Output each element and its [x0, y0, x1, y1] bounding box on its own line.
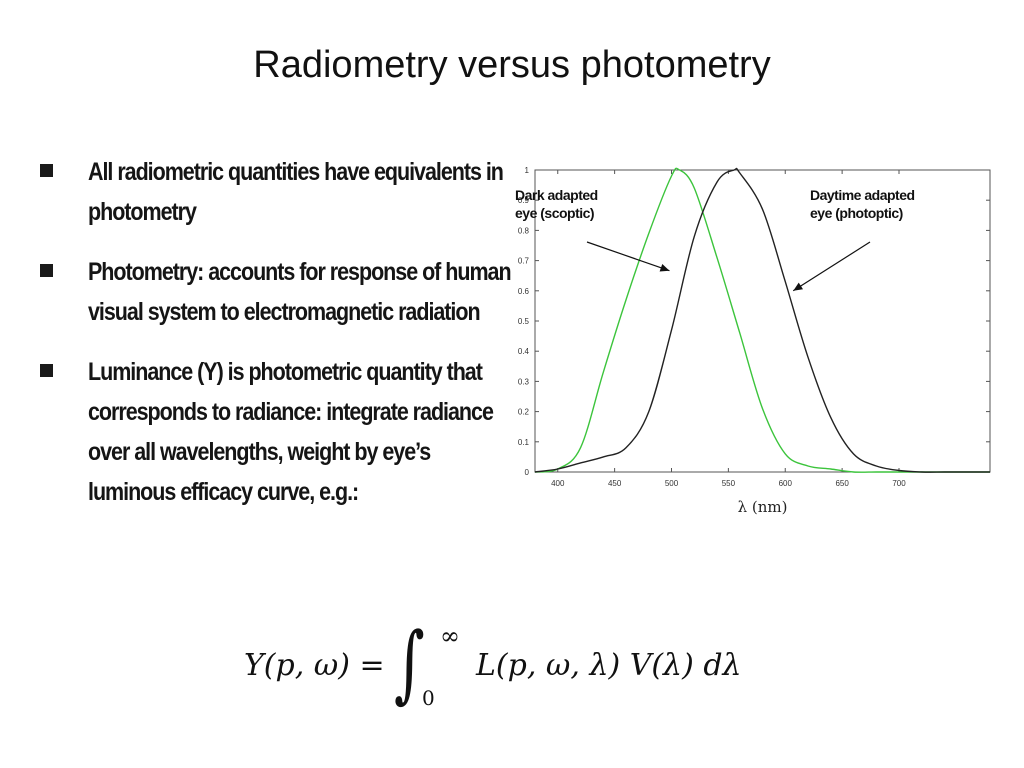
integral-lower-limit: 0	[422, 686, 435, 710]
x-tick-label: 500	[665, 479, 679, 488]
bullet-item: Luminance (Y) is photometric quantity th…	[40, 352, 494, 512]
chart-svg: 0 0.1 0.2 0.3 0.4 0.5 0.6 0.7 0.8 0.9 1 400 450 500 55…	[500, 166, 991, 516]
integral-upper-limit: ∞	[440, 622, 460, 650]
y-tick-label: 0	[525, 468, 530, 477]
x-tick-label: 400	[551, 479, 565, 488]
bullet-text: Luminance (Y) is photometric quantity th…	[88, 358, 494, 506]
y-tick-label: 0.2	[518, 408, 530, 417]
annotation-arrow	[586, 241, 670, 272]
integral-sign: ∫	[394, 614, 425, 712]
y-tick-label: 0.1	[518, 438, 530, 447]
luminance-formula: Y(p, ω) = ∫ ∞ 0 L(p, ω, λ) V(λ) dλ	[244, 618, 764, 714]
luminous-efficacy-chart: 0 0.1 0.2 0.3 0.4 0.5 0.6 0.7 0.8 0.9 1 400 450 500 55…	[500, 160, 1000, 520]
bullet-item: All radiometric quantities have equivale…	[40, 152, 504, 232]
annotation-label: eye (scoptic)	[515, 205, 594, 221]
photopic-curve	[534, 167, 990, 473]
bullet-text: All radiometric quantities have equivale…	[88, 158, 504, 226]
square-bullet-icon	[40, 364, 53, 377]
y-tick-label: 1	[525, 166, 530, 175]
square-bullet-icon	[40, 164, 53, 177]
annotation-label: Dark adapted	[515, 187, 598, 203]
bullet-item: Photometry: accounts for response of hum…	[40, 252, 512, 332]
scotopic-curve	[534, 167, 990, 473]
x-tick-label: 450	[608, 479, 622, 488]
y-tick-label: 0.9	[518, 196, 530, 205]
y-tick-label: 0.7	[518, 257, 530, 266]
annotation-arrow	[792, 241, 871, 292]
formula-lhs: Y(p, ω) =	[244, 648, 385, 683]
square-bullet-icon	[40, 264, 53, 277]
x-tick-label: 700	[892, 479, 906, 488]
annotation-label: Daytime adapted	[810, 187, 915, 203]
y-tick-label: 0.6	[518, 287, 530, 296]
x-tick-label: 600	[779, 479, 793, 488]
x-axis-label: λ (nm)	[738, 498, 788, 516]
arrowhead-icon	[659, 264, 670, 272]
annotation-label: eye (photoptic)	[810, 205, 903, 221]
slide-title: Radiometry versus photometry	[253, 44, 771, 86]
y-tick-label: 0.8	[518, 226, 530, 235]
y-tick-label: 0.4	[518, 347, 530, 356]
plot-frame	[534, 169, 991, 473]
y-tick-label: 0.3	[518, 377, 530, 386]
bullet-list: All radiometric quantities have equivale…	[40, 152, 512, 532]
bullet-text: Photometry: accounts for response of hum…	[88, 258, 512, 326]
x-tick-label: 550	[722, 479, 736, 488]
x-tick-label: 650	[835, 479, 849, 488]
formula-integrand: L(p, ω, λ) V(λ) dλ	[476, 648, 742, 683]
arrowhead-icon	[793, 282, 803, 291]
y-tick-label: 0.5	[518, 317, 530, 326]
